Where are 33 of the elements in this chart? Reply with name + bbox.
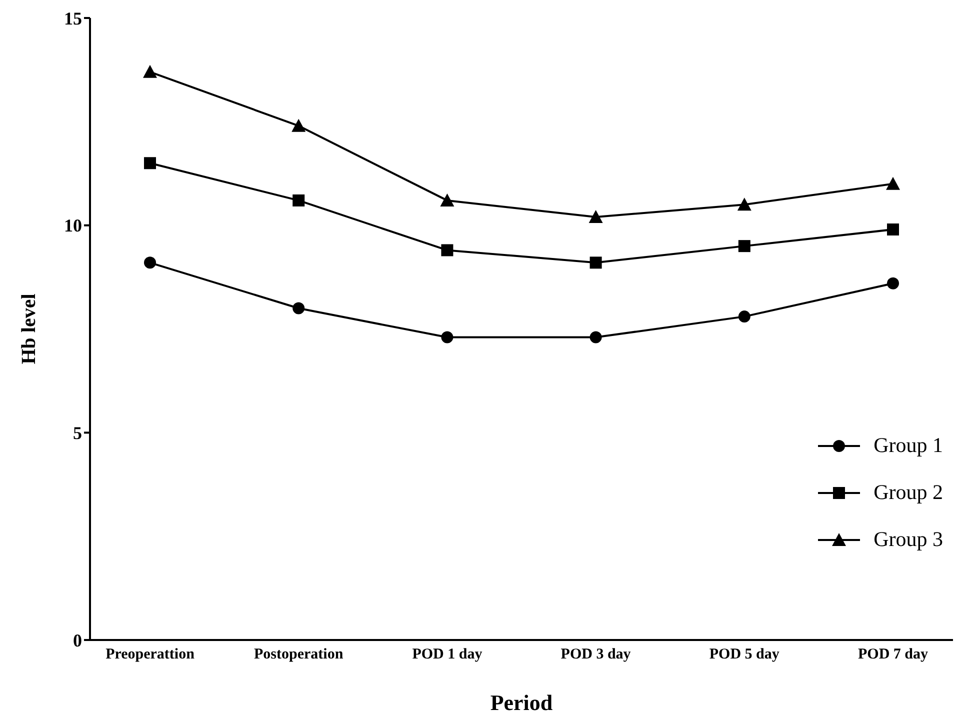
point <box>887 277 899 290</box>
point <box>292 302 305 314</box>
point <box>887 223 899 236</box>
y-axis-title: Hb level <box>18 293 40 364</box>
legend-label: Group 2 <box>874 480 943 505</box>
x-tick-label: Postoperation <box>254 646 344 663</box>
point <box>441 244 454 256</box>
point <box>738 240 750 252</box>
point <box>144 157 156 170</box>
point <box>441 331 454 344</box>
x-tick-label: POD 3 day <box>560 646 632 663</box>
y-tick-label: 10 <box>64 216 82 236</box>
point <box>440 193 454 206</box>
x-tick-label: POD 7 day <box>858 646 928 663</box>
point <box>738 310 750 323</box>
point <box>590 256 602 269</box>
point <box>886 176 900 190</box>
y-tick-label: 0 <box>73 630 82 650</box>
point <box>292 194 305 206</box>
x-tick-label: POD 5 day <box>709 646 780 663</box>
point <box>588 210 603 224</box>
point <box>590 331 602 344</box>
point <box>737 198 752 211</box>
legend-label: Group 3 <box>874 527 943 552</box>
legend-label: Group 1 <box>874 433 943 458</box>
y-tick-label: 15 <box>64 8 82 28</box>
x-axis-title: Period <box>490 690 553 715</box>
point <box>292 118 306 132</box>
x-tick-label: Preoperattion <box>106 646 196 663</box>
y-tick-label: 5 <box>73 423 82 444</box>
x-tick-label: POD 1 day <box>412 646 483 663</box>
point <box>144 256 156 269</box>
point <box>143 64 157 78</box>
